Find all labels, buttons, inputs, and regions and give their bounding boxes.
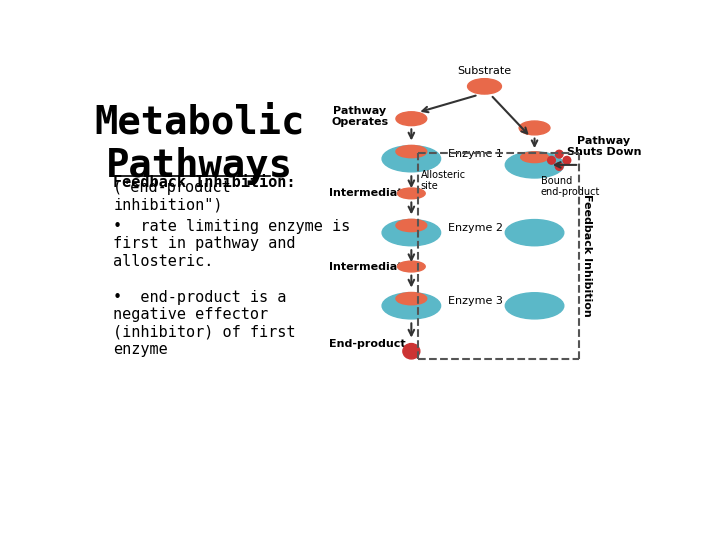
- Text: •  rate limiting enzyme is
first in pathway and
allosteric.: • rate limiting enzyme is first in pathw…: [113, 219, 351, 268]
- Ellipse shape: [382, 146, 441, 172]
- Ellipse shape: [521, 152, 549, 163]
- Text: Enzyme 2: Enzyme 2: [449, 223, 503, 233]
- Ellipse shape: [396, 145, 427, 158]
- Ellipse shape: [396, 219, 427, 232]
- Ellipse shape: [555, 150, 563, 158]
- Ellipse shape: [519, 121, 550, 135]
- Ellipse shape: [505, 220, 564, 246]
- Text: Allosteric
site: Allosteric site: [420, 170, 466, 191]
- Text: Intermediate B: Intermediate B: [329, 261, 422, 272]
- Text: ("end-product
inhibition"): ("end-product inhibition"): [113, 180, 232, 213]
- Text: Intermediate A: Intermediate A: [329, 188, 423, 198]
- Text: End-product: End-product: [329, 339, 405, 348]
- Ellipse shape: [467, 79, 501, 94]
- Ellipse shape: [548, 157, 555, 164]
- Ellipse shape: [397, 261, 426, 272]
- Text: Feedback Inhibition:: Feedback Inhibition:: [113, 175, 296, 190]
- Ellipse shape: [396, 112, 427, 126]
- Text: Substrate: Substrate: [457, 66, 512, 76]
- Ellipse shape: [403, 343, 420, 359]
- Ellipse shape: [505, 152, 564, 178]
- Ellipse shape: [382, 220, 441, 246]
- Ellipse shape: [505, 293, 564, 319]
- Text: Pathway
Shuts Down: Pathway Shuts Down: [567, 136, 641, 157]
- Text: Metabolic
Pathways: Metabolic Pathways: [94, 103, 305, 185]
- Text: Bound
end-product: Bound end-product: [541, 176, 600, 197]
- Ellipse shape: [563, 157, 571, 164]
- Text: Enzyme 1: Enzyme 1: [449, 149, 503, 159]
- Ellipse shape: [397, 188, 426, 199]
- Ellipse shape: [555, 163, 563, 170]
- Text: •  end-product is a
negative effector
(inhibitor) of first
enzyme: • end-product is a negative effector (in…: [113, 289, 296, 357]
- Ellipse shape: [382, 293, 441, 319]
- Text: Feedback Inhibition: Feedback Inhibition: [582, 194, 592, 317]
- Text: Pathway
Operates: Pathway Operates: [331, 106, 388, 127]
- Ellipse shape: [396, 293, 427, 305]
- Text: Enzyme 3: Enzyme 3: [449, 296, 503, 306]
